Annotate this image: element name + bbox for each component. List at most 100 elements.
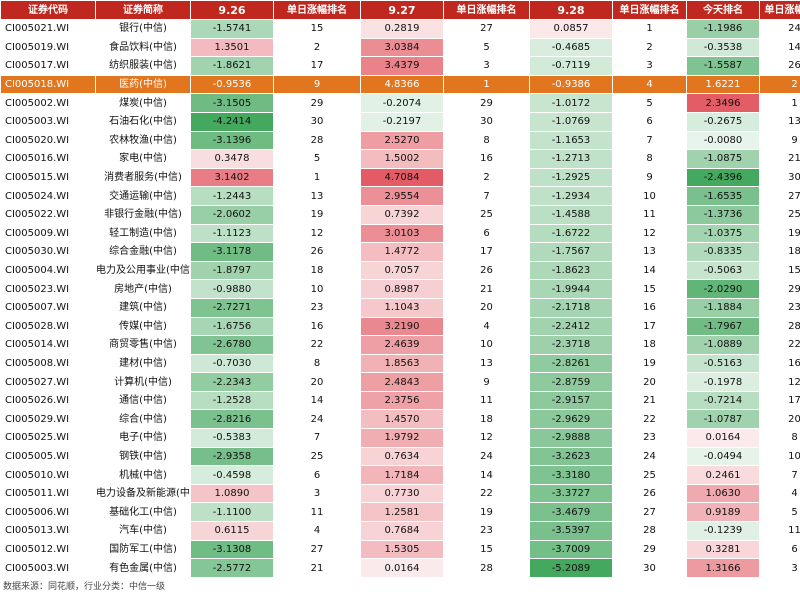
cell-rank-today: 17: [760, 391, 800, 410]
cell-rank-0926: 7: [274, 429, 361, 448]
cell-value-today: -1.5587: [687, 57, 760, 76]
cell-rank-0928: 27: [613, 503, 687, 522]
cell-name: 综合(中信): [96, 410, 191, 429]
cell-rank-0926: 27: [274, 540, 361, 559]
header-code: 证券代码: [1, 1, 96, 20]
cell-value-0926: -0.5383: [191, 429, 274, 448]
cell-rank-today: 23: [760, 298, 800, 317]
cell-code: CI005022.WI: [1, 205, 96, 224]
cell-rank-0926: 25: [274, 447, 361, 466]
cell-value-0928: -2.9888: [530, 429, 613, 448]
cell-value-0926: 0.6115: [191, 522, 274, 541]
cell-value-0926: -2.9358: [191, 447, 274, 466]
header-today: 今天排名: [687, 1, 760, 20]
cell-code: CI005018.WI: [1, 75, 96, 94]
cell-code: CI005005.WI: [1, 447, 96, 466]
cell-rank-today: 27: [760, 187, 800, 206]
cell-rank-today: 1: [760, 94, 800, 113]
cell-value-today: -0.2675: [687, 112, 760, 131]
header-0927: 9.27: [361, 1, 444, 20]
cell-value-0928: -3.5397: [530, 522, 613, 541]
cell-value-today: -1.1986: [687, 20, 760, 39]
cell-rank-today: 2: [760, 75, 800, 94]
cell-rank-0926: 13: [274, 187, 361, 206]
cell-rank-0927: 22: [444, 484, 530, 503]
cell-value-0927: 0.7634: [361, 447, 444, 466]
cell-rank-0928: 30: [613, 559, 687, 578]
cell-code: CI005015.WI: [1, 168, 96, 187]
cell-value-today: -0.0080: [687, 131, 760, 150]
cell-value-0926: 0.3478: [191, 150, 274, 169]
cell-value-today: -1.6535: [687, 187, 760, 206]
cell-rank-0928: 22: [613, 410, 687, 429]
cell-code: CI005006.WI: [1, 503, 96, 522]
cell-rank-0927: 4: [444, 317, 530, 336]
cell-value-0928: -1.2713: [530, 150, 613, 169]
cell-code: CI005016.WI: [1, 150, 96, 169]
cell-value-0928: -0.7119: [530, 57, 613, 76]
cell-code: CI005014.WI: [1, 336, 96, 355]
cell-rank-0928: 25: [613, 466, 687, 485]
cell-rank-0926: 14: [274, 391, 361, 410]
cell-name: 国防军工(中信): [96, 540, 191, 559]
cell-value-0928: -0.9386: [530, 75, 613, 94]
cell-value-today: -2.4396: [687, 168, 760, 187]
cell-value-0926: -2.0602: [191, 205, 274, 224]
cell-rank-0927: 6: [444, 224, 530, 243]
cell-rank-0926: 15: [274, 20, 361, 39]
cell-value-0928: -0.4685: [530, 38, 613, 57]
cell-rank-today: 13: [760, 112, 800, 131]
cell-code: CI005013.WI: [1, 522, 96, 541]
cell-name: 非银行金融(中信): [96, 205, 191, 224]
cell-value-0926: -0.9880: [191, 280, 274, 299]
cell-name: 纺织服装(中信): [96, 57, 191, 76]
cell-rank-0927: 24: [444, 447, 530, 466]
source-footnote: 数据来源：同花顺，行业分类：中信一级: [0, 578, 800, 596]
cell-name: 电子(中信): [96, 429, 191, 448]
cell-rank-0927: 7: [444, 187, 530, 206]
cell-value-0928: -2.8261: [530, 354, 613, 373]
cell-value-0926: -2.5772: [191, 559, 274, 578]
cell-value-0926: -2.2343: [191, 373, 274, 392]
cell-rank-today: 4: [760, 484, 800, 503]
cell-name: 房地产(中信): [96, 280, 191, 299]
cell-value-0928: -2.1718: [530, 298, 613, 317]
cell-rank-0928: 14: [613, 261, 687, 280]
cell-rank-0928: 11: [613, 205, 687, 224]
cell-rank-today: 21: [760, 150, 800, 169]
cell-name: 银行(中信): [96, 20, 191, 39]
cell-rank-today: 9: [760, 131, 800, 150]
cell-rank-today: 11: [760, 522, 800, 541]
cell-rank-0928: 23: [613, 429, 687, 448]
cell-value-today: -0.1239: [687, 522, 760, 541]
header-0926: 9.26: [191, 1, 274, 20]
cell-rank-0926: 29: [274, 94, 361, 113]
cell-value-0926: -1.1100: [191, 503, 274, 522]
cell-code: CI005030.WI: [1, 243, 96, 262]
cell-rank-0927: 28: [444, 559, 530, 578]
cell-rank-0928: 21: [613, 391, 687, 410]
cell-value-0927: 0.7392: [361, 205, 444, 224]
cell-value-today: -0.3538: [687, 38, 760, 57]
cell-code: CI005011.WI: [1, 484, 96, 503]
cell-code: CI005008.WI: [1, 354, 96, 373]
cell-rank-0927: 14: [444, 466, 530, 485]
cell-value-0927: 0.8987: [361, 280, 444, 299]
cell-rank-0926: 10: [274, 280, 361, 299]
cell-rank-today: 19: [760, 224, 800, 243]
cell-rank-0926: 21: [274, 559, 361, 578]
cell-value-today: 0.0164: [687, 429, 760, 448]
